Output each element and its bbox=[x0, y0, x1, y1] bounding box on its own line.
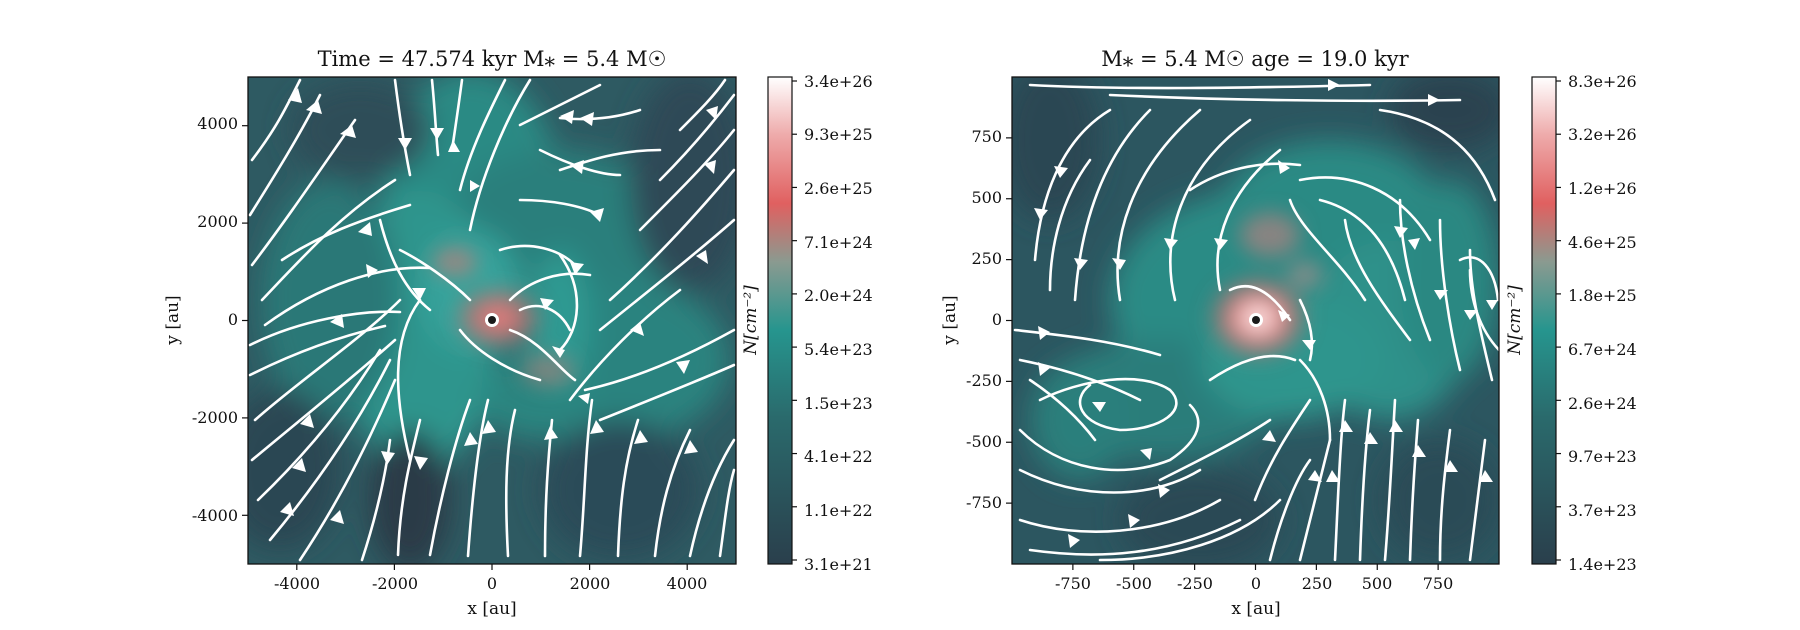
colorbar-tick-label: 4.6e+25 bbox=[1568, 233, 1637, 252]
y-tick-label: 2000 bbox=[197, 212, 238, 231]
tick-marks bbox=[242, 125, 688, 570]
colorbar-tick-label: 2.0e+24 bbox=[804, 286, 873, 305]
colorbar-tick-label: 1.4e+23 bbox=[1568, 555, 1637, 574]
y-tick-labels: 750 500 250 0 -250 -500 -750 bbox=[966, 127, 1002, 512]
colorbar-tick-label: 2.6e+24 bbox=[1568, 394, 1637, 413]
y-tick-label: -2000 bbox=[192, 408, 238, 427]
colorbar-label: N[cm⁻²] bbox=[1505, 285, 1525, 356]
y-tick-label: 4000 bbox=[197, 114, 238, 133]
y-axis-label: y [au] bbox=[940, 295, 960, 345]
x-tick-label: 0 bbox=[1251, 574, 1261, 593]
chart-title: M⁎ = 5.4 M☉ age = 19.0 kyr bbox=[1101, 47, 1409, 71]
density-map bbox=[1012, 77, 1499, 564]
x-tick-label: 4000 bbox=[667, 574, 708, 593]
sink-particle bbox=[1249, 313, 1263, 327]
x-tick-label: -2000 bbox=[372, 574, 418, 593]
colorbar-tick-label: 1.2e+26 bbox=[1568, 179, 1637, 198]
x-tick-label: 250 bbox=[1302, 574, 1333, 593]
colorbar-tick-label: 5.4e+23 bbox=[804, 340, 873, 359]
x-axis-label: x [au] bbox=[467, 599, 516, 619]
colorbar-tick-label: 9.7e+23 bbox=[1568, 447, 1637, 466]
y-tick-label: -500 bbox=[966, 432, 1002, 451]
y-axis-label: y [au] bbox=[163, 295, 183, 345]
x-axis-label: x [au] bbox=[1231, 599, 1280, 619]
y-tick-labels: 4000 2000 0 -2000 -4000 bbox=[192, 114, 238, 525]
x-tick-labels: -750 -500 -250 0 250 500 750 bbox=[1055, 574, 1453, 593]
x-tick-label: -500 bbox=[1116, 574, 1152, 593]
colorbar-tick-label: 9.3e+25 bbox=[804, 125, 873, 144]
streamlines bbox=[248, 78, 736, 562]
colorbar-tick-label: 1.8e+25 bbox=[1568, 286, 1637, 305]
y-tick-label: -4000 bbox=[192, 506, 238, 525]
colorbar: 3.4e+26 9.3e+25 2.6e+25 7.1e+24 2.0e+24 … bbox=[741, 72, 873, 574]
tick-marks bbox=[1006, 137, 1439, 570]
colorbar-tick-label: 3.2e+26 bbox=[1568, 125, 1637, 144]
panel-right: M⁎ = 5.4 M☉ age = 19.0 kyr bbox=[940, 47, 1637, 619]
x-tick-label: 0 bbox=[487, 574, 497, 593]
sink-particle bbox=[485, 313, 499, 327]
colorbar-tick-label: 7.1e+24 bbox=[804, 233, 873, 252]
x-tick-label: -250 bbox=[1177, 574, 1213, 593]
y-tick-label: 250 bbox=[971, 249, 1002, 268]
streamline-arrows bbox=[280, 88, 718, 524]
colorbar-tick-label: 3.7e+23 bbox=[1568, 501, 1637, 520]
y-tick-label: -250 bbox=[966, 371, 1002, 390]
y-tick-label: 0 bbox=[992, 310, 1002, 329]
x-tick-label: -750 bbox=[1055, 574, 1091, 593]
colorbar-tick-labels: 3.4e+26 9.3e+25 2.6e+25 7.1e+24 2.0e+24 … bbox=[804, 72, 873, 574]
density-map bbox=[248, 77, 736, 564]
y-tick-label: 750 bbox=[971, 127, 1002, 146]
colorbar-tick-label: 4.1e+22 bbox=[804, 447, 873, 466]
colorbar-tick-label: 3.4e+26 bbox=[804, 72, 873, 91]
colorbar-tick-label: 2.6e+25 bbox=[804, 179, 873, 198]
colorbar-label: N[cm⁻²] bbox=[741, 285, 761, 356]
streamlines bbox=[1013, 83, 1499, 562]
colorbar-tick-label: 3.1e+21 bbox=[804, 555, 873, 574]
streamline-arrows bbox=[1034, 79, 1498, 548]
colorbar-tick-label: 1.1e+22 bbox=[804, 501, 873, 520]
x-tick-labels: -4000 -2000 0 2000 4000 bbox=[274, 574, 707, 593]
x-tick-label: -4000 bbox=[274, 574, 320, 593]
colorbar-tick-labels: 8.3e+26 3.2e+26 1.2e+26 4.6e+25 1.8e+25 … bbox=[1568, 72, 1637, 574]
x-tick-label: 500 bbox=[1362, 574, 1393, 593]
colorbar-tick-label: 1.5e+23 bbox=[804, 394, 873, 413]
y-tick-label: 0 bbox=[228, 310, 238, 329]
colorbar: 8.3e+26 3.2e+26 1.2e+26 4.6e+25 1.8e+25 … bbox=[1505, 72, 1637, 574]
x-tick-label: 2000 bbox=[570, 574, 611, 593]
x-tick-label: 750 bbox=[1423, 574, 1454, 593]
panel-left: Time = 47.574 kyr M⁎ = 5.4 M☉ bbox=[163, 47, 873, 619]
y-tick-label: 500 bbox=[971, 188, 1002, 207]
colorbar-tick-label: 6.7e+24 bbox=[1568, 340, 1637, 359]
y-tick-label: -750 bbox=[966, 493, 1002, 512]
chart-title: Time = 47.574 kyr M⁎ = 5.4 M☉ bbox=[318, 47, 667, 71]
colorbar-tick-label: 8.3e+26 bbox=[1568, 72, 1637, 91]
